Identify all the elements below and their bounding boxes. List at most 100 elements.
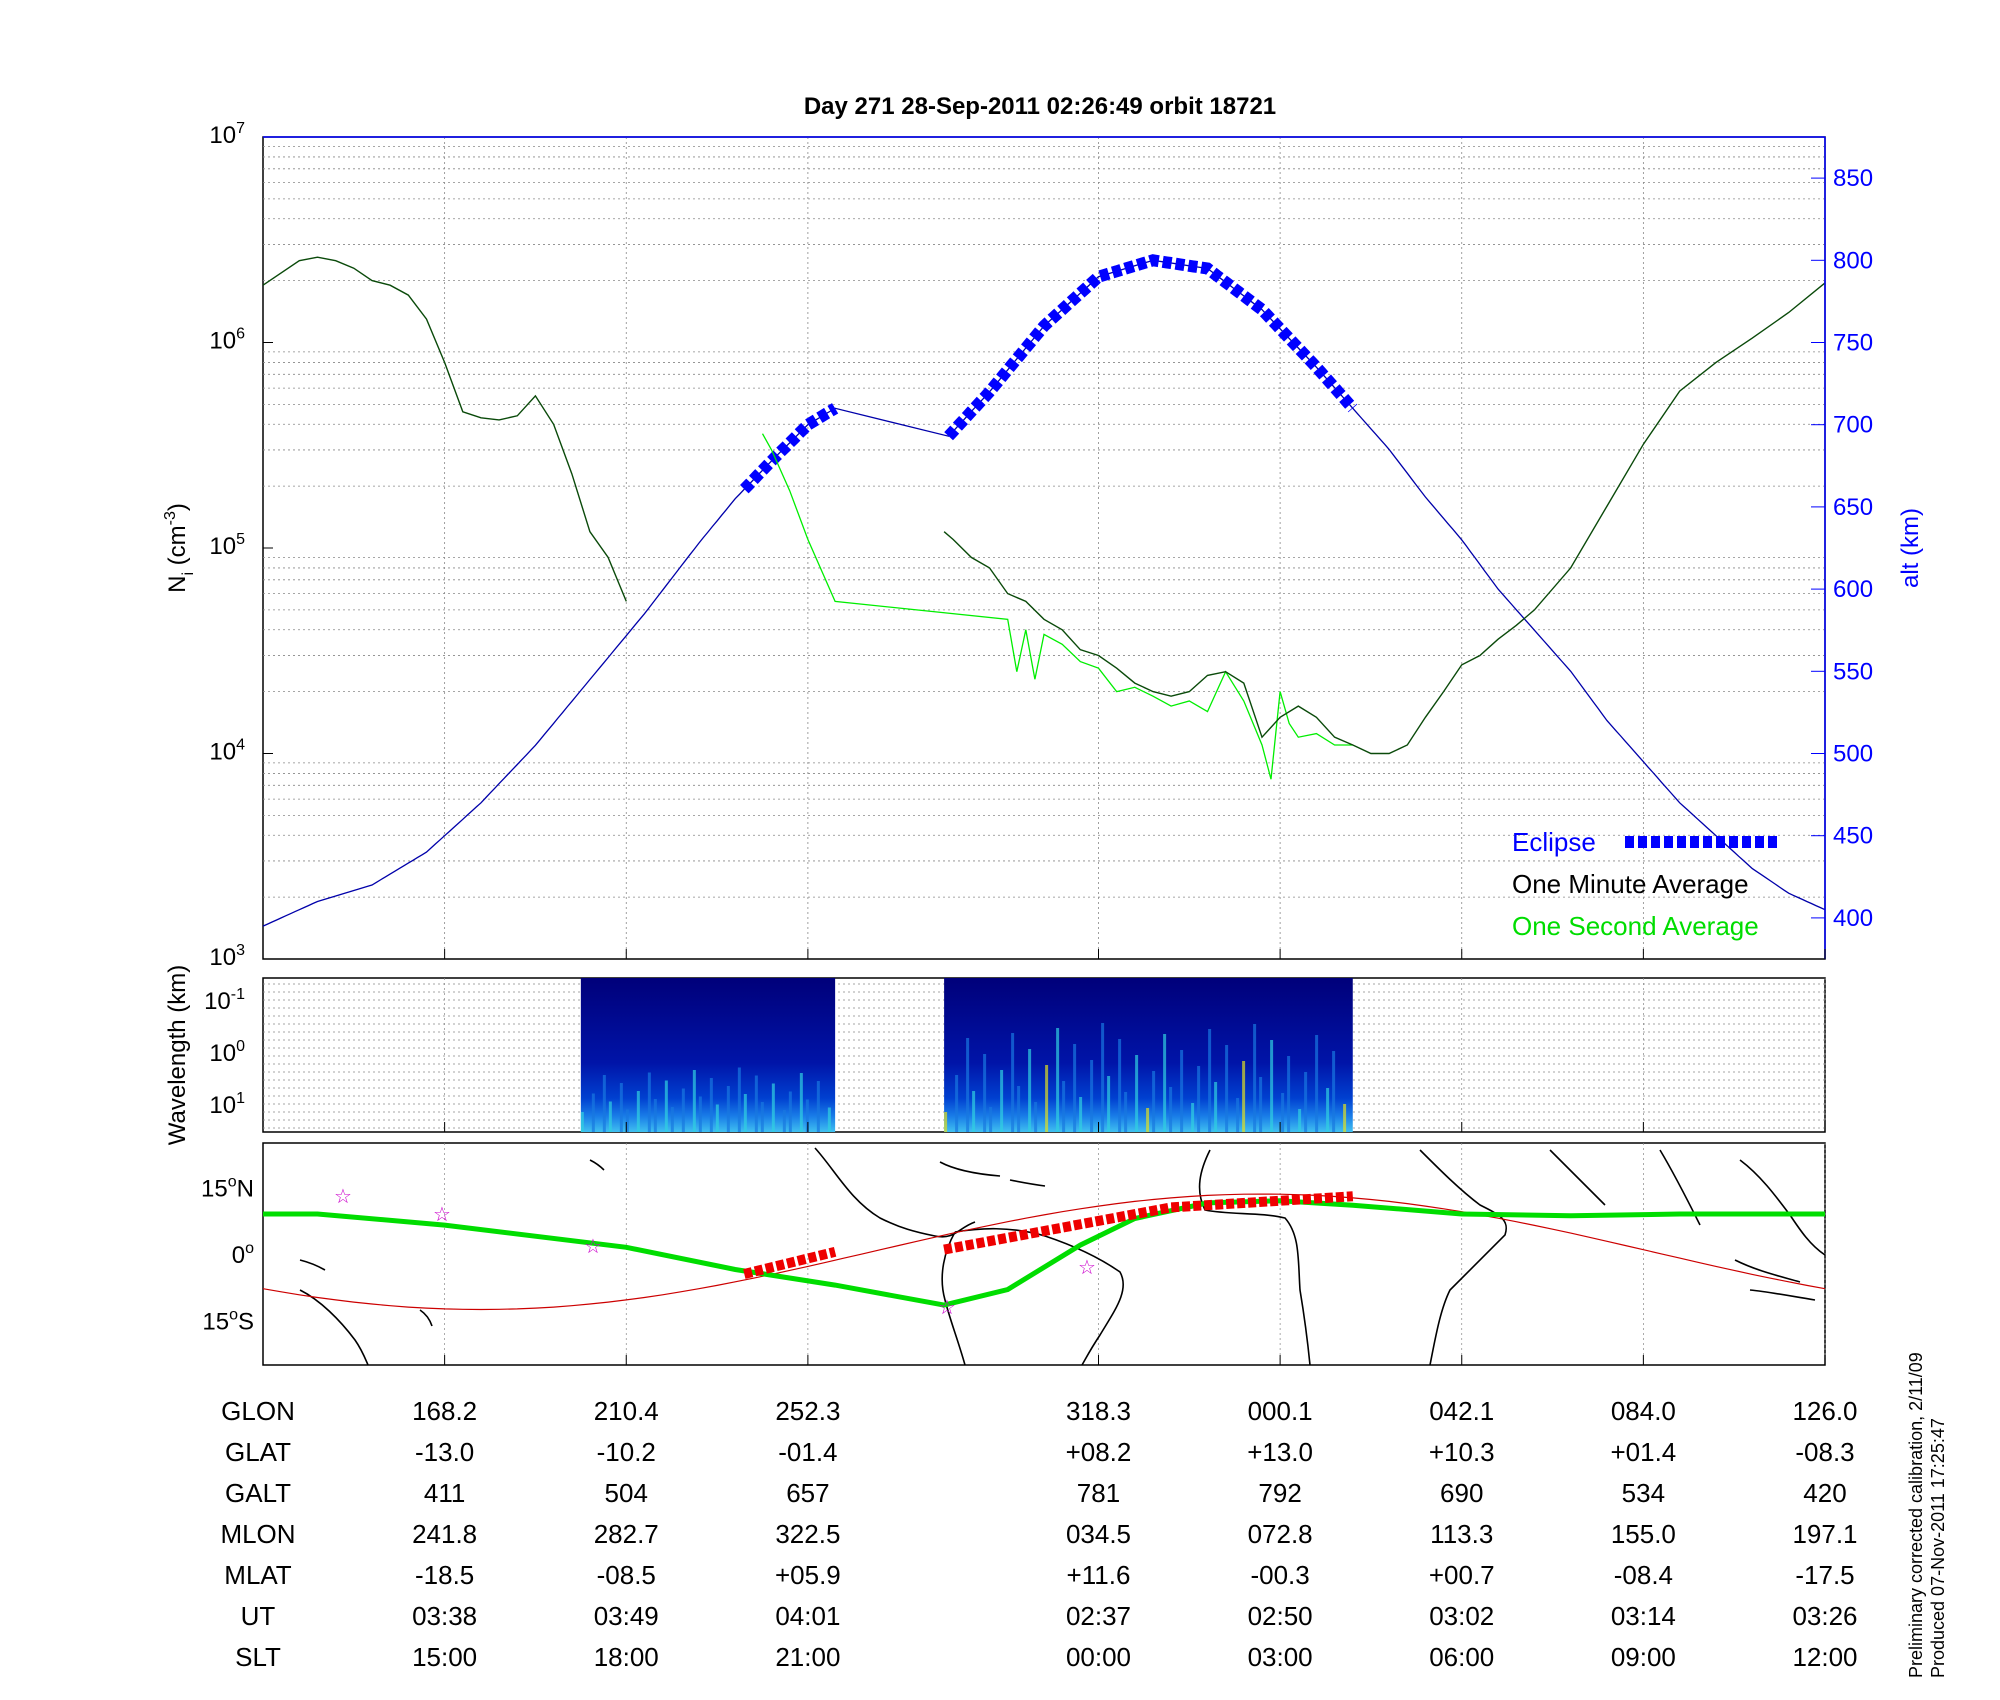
coast-australia bbox=[299, 1289, 369, 1366]
spectrogram-streak bbox=[1315, 1035, 1319, 1132]
spectrogram-streak bbox=[1225, 1045, 1229, 1132]
spectrogram-streak bbox=[1332, 1051, 1336, 1132]
altitude-y-tick-label: 450 bbox=[1833, 823, 1873, 850]
table-cell: 411 bbox=[424, 1478, 465, 1508]
spectrogram-streak bbox=[805, 1099, 809, 1132]
table-cell: 06:00 bbox=[1429, 1642, 1494, 1672]
altitude-y-tick-label: 600 bbox=[1833, 576, 1873, 603]
table-cell: 03:49 bbox=[594, 1601, 659, 1631]
coast-arabia-india bbox=[1549, 1149, 1701, 1226]
table-cell: 322.5 bbox=[775, 1519, 840, 1549]
table-cell: 000.1 bbox=[1248, 1396, 1313, 1426]
table-cell: -17.5 bbox=[1795, 1560, 1854, 1590]
star-markers: ☆ ☆ ☆ ☆ ☆ bbox=[334, 1186, 1096, 1319]
spectrogram-streak bbox=[1135, 1055, 1139, 1132]
spectrogram-y-tick-label: 101 bbox=[209, 1090, 245, 1119]
spectrogram-streak bbox=[1000, 1070, 1004, 1132]
satellite-ground-track bbox=[263, 1198, 1825, 1308]
table-row-label: MLON bbox=[220, 1519, 295, 1549]
table-cell: 21:00 bbox=[775, 1642, 840, 1672]
spectrogram-streak bbox=[944, 1112, 948, 1132]
ground-track-eclipse-segment bbox=[943, 1191, 1354, 1255]
density-panel: 103 104 105 106 107 400 450 500 550 600 650 700 750… bbox=[162, 120, 1924, 971]
spectrogram-streak bbox=[636, 1091, 640, 1132]
x-ticks bbox=[444, 949, 1826, 1365]
table-cell: -08.5 bbox=[597, 1560, 656, 1590]
spectrogram-streak bbox=[1124, 1092, 1128, 1132]
spectrogram-streak bbox=[1090, 1060, 1094, 1132]
spectrogram-streak bbox=[1056, 1028, 1060, 1132]
spectrogram-streak bbox=[670, 1107, 674, 1132]
spectrogram-streak bbox=[1304, 1072, 1308, 1132]
table-cell: 00:00 bbox=[1066, 1642, 1131, 1672]
spectrogram-streak bbox=[737, 1067, 741, 1132]
altitude-line bbox=[262, 259, 1826, 927]
spectrogram-streak bbox=[1326, 1088, 1330, 1132]
spectrogram-streak bbox=[709, 1078, 713, 1132]
spectrogram-streak bbox=[1034, 1102, 1038, 1132]
altitude-y-tick-label: 800 bbox=[1833, 247, 1873, 274]
legend-one-minute-label: One Minute Average bbox=[1512, 869, 1749, 899]
spectrogram-streak bbox=[827, 1107, 831, 1132]
table-cell: +11.6 bbox=[1067, 1560, 1131, 1590]
table-cell: 18:00 bbox=[594, 1642, 659, 1672]
coast-caribbean bbox=[939, 1161, 1046, 1187]
table-cell: 03:38 bbox=[412, 1601, 477, 1631]
star-marker-3: ☆ bbox=[584, 1236, 602, 1258]
spectrogram-streak bbox=[799, 1073, 803, 1132]
credit-line-1: Preliminary corrected calibration, 2/11/… bbox=[1906, 1352, 1926, 1678]
table-cell: 03:02 bbox=[1429, 1601, 1494, 1631]
density-series bbox=[262, 254, 1826, 927]
table-cell: -01.4 bbox=[778, 1437, 837, 1467]
table-cell: +10.3 bbox=[1429, 1437, 1495, 1467]
spectrogram-streak bbox=[1073, 1044, 1077, 1132]
star-marker-1: ☆ bbox=[334, 1186, 352, 1208]
spectrogram-streak bbox=[754, 1075, 758, 1132]
table-cell: 197.1 bbox=[1792, 1519, 1857, 1549]
table-cell: 781 bbox=[1077, 1478, 1120, 1508]
spectrogram-streak bbox=[1017, 1086, 1021, 1132]
table-cell: 09:00 bbox=[1611, 1642, 1676, 1672]
coast-islands-pacific bbox=[299, 1159, 605, 1327]
eclipse-segment bbox=[944, 254, 1358, 441]
table-cell: 15:00 bbox=[412, 1642, 477, 1672]
one-minute-average-line-2 bbox=[943, 282, 1826, 755]
star-marker-2: ☆ bbox=[433, 1204, 451, 1226]
spectrogram-streak bbox=[1242, 1061, 1246, 1132]
spectrogram-streak bbox=[1208, 1029, 1212, 1132]
one-minute-average-line bbox=[262, 256, 627, 602]
map-grid bbox=[444, 1143, 1826, 1365]
coast-africa bbox=[1198, 1149, 1311, 1366]
spectrogram-streak bbox=[692, 1070, 696, 1132]
star-marker-5: ☆ bbox=[938, 1297, 956, 1319]
spectrogram-streak bbox=[1062, 1081, 1066, 1132]
altitude-y-tick-label: 700 bbox=[1833, 412, 1873, 439]
altitude-y-tick-label: 550 bbox=[1833, 658, 1873, 685]
magnetic-equator-line bbox=[262, 1193, 1826, 1311]
spectrogram-streak bbox=[625, 1109, 629, 1132]
spectrogram-streak bbox=[966, 1038, 970, 1132]
spectrogram-streak bbox=[1169, 1087, 1173, 1132]
spectrogram-streak bbox=[1270, 1040, 1274, 1132]
spectrogram-streak bbox=[1180, 1050, 1184, 1132]
spectrogram-streak bbox=[647, 1072, 651, 1132]
table-cell: 113.3 bbox=[1430, 1519, 1493, 1549]
altitude-y-tick-label: 850 bbox=[1833, 165, 1873, 192]
spectrogram-streak bbox=[1298, 1109, 1302, 1132]
spectrogram-streak bbox=[698, 1096, 702, 1132]
table-cell: 657 bbox=[786, 1478, 829, 1508]
map-y-ticks: 15oN 0o 15oS bbox=[201, 1173, 254, 1335]
spectrogram-streak bbox=[1011, 1033, 1015, 1132]
spectrogram-streak bbox=[608, 1101, 612, 1132]
legend-eclipse-label: Eclipse bbox=[1512, 827, 1596, 857]
spectrogram-streak bbox=[1253, 1024, 1257, 1132]
spectrogram-streak bbox=[580, 1112, 584, 1132]
table-cell: 168.2 bbox=[412, 1396, 477, 1426]
density-y-label: Ni (cm-3) bbox=[162, 503, 197, 593]
table-row-label: MLAT bbox=[224, 1560, 292, 1590]
spectrogram-streak bbox=[788, 1091, 792, 1132]
spectrogram-panel: 10-1 100 101 Wavelength (km) bbox=[164, 965, 1826, 1145]
table-cell: -18.5 bbox=[415, 1560, 474, 1590]
spectrogram-streak bbox=[726, 1086, 730, 1132]
